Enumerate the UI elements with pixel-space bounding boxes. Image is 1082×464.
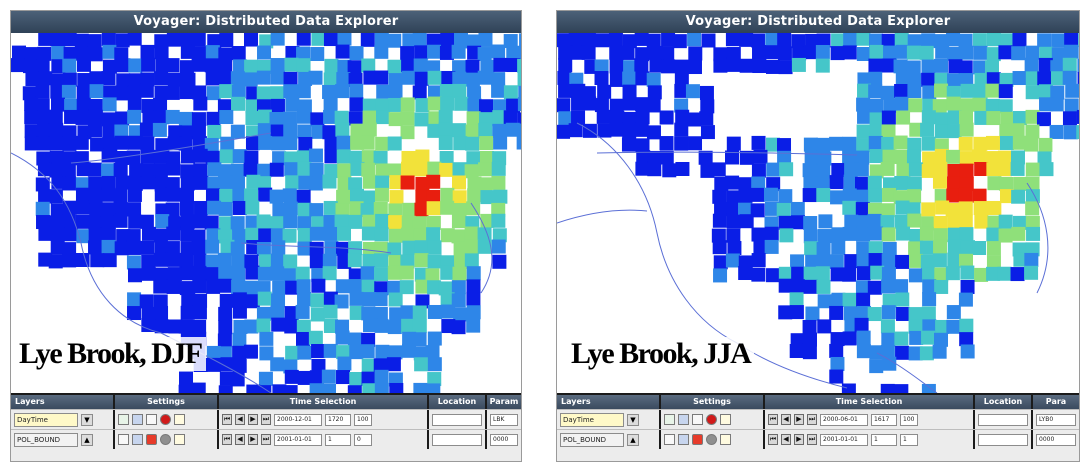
last-frame-icon[interactable]: ⏭ xyxy=(261,414,271,425)
chevron-down-icon[interactable]: ▲ xyxy=(627,433,639,446)
layer-row: DayTime ▼ ⏮ ◀ ▶ ⏭ 2000-06-01 1617 100 xyxy=(557,409,1079,429)
chevron-down-icon[interactable]: ▲ xyxy=(81,433,93,446)
parameter-field[interactable]: 0000 xyxy=(490,433,518,446)
layer-select[interactable]: DayTime xyxy=(14,412,78,427)
layers-header: Layers xyxy=(11,395,115,409)
step-field[interactable]: 0 xyxy=(354,433,372,446)
grid-icon[interactable] xyxy=(146,414,157,425)
visibility-checkbox[interactable] xyxy=(664,434,675,445)
window-title: Voyager: Distributed Data Explorer xyxy=(11,11,521,33)
color-palette-icon[interactable] xyxy=(706,434,717,445)
location-field[interactable] xyxy=(432,433,482,446)
parameter-header: Para xyxy=(1045,397,1067,406)
time-selection-header: Time Selection xyxy=(765,395,975,409)
grid-cells xyxy=(11,33,521,393)
first-frame-icon[interactable]: ⏮ xyxy=(222,434,232,445)
visibility-checkbox[interactable] xyxy=(118,434,129,445)
step-field[interactable]: 100 xyxy=(900,413,918,426)
residence-time-map[interactable] xyxy=(11,33,521,393)
parameter-field[interactable]: LYB0 xyxy=(1036,413,1076,426)
step-forward-icon[interactable]: ▶ xyxy=(794,414,804,425)
explorer-window-left: Voyager: Distributed Data Explorer Lye B… xyxy=(10,10,522,462)
date-field[interactable]: 2000-12-01 xyxy=(274,413,322,426)
layer-select[interactable]: POL_BOUND xyxy=(14,432,78,447)
control-panel: Layers Settings Time Selection Location … xyxy=(557,393,1079,461)
info-icon[interactable] xyxy=(174,434,185,445)
magnifier-icon[interactable] xyxy=(132,414,143,425)
date-field[interactable]: 2001-01-01 xyxy=(274,433,322,446)
parameter-field[interactable]: 0000 xyxy=(1036,433,1076,446)
date-field[interactable]: 2000-06-01 xyxy=(820,413,868,426)
time-field[interactable]: 1 xyxy=(325,433,351,446)
settings-header: Settings xyxy=(661,395,765,409)
control-header: Layers Settings Time Selection Location … xyxy=(557,395,1079,409)
info-icon[interactable] xyxy=(720,414,731,425)
layer-row: POL_BOUND ▲ ⏮ ◀ ▶ ⏭ 2001-01-01 1 0 xyxy=(11,429,521,449)
step-forward-icon[interactable]: ▶ xyxy=(248,434,258,445)
location-header: Location xyxy=(975,395,1033,409)
settings-header: Settings xyxy=(115,395,219,409)
map-view[interactable] xyxy=(11,33,521,393)
time-field[interactable]: 1 xyxy=(871,433,897,446)
color-palette-icon[interactable] xyxy=(706,414,717,425)
step-field[interactable]: 100 xyxy=(354,413,372,426)
magnifier-icon[interactable] xyxy=(678,434,689,445)
residence-time-map[interactable] xyxy=(557,33,1079,393)
step-field[interactable]: 1 xyxy=(900,433,918,446)
step-forward-icon[interactable]: ▶ xyxy=(248,414,258,425)
magnifier-icon[interactable] xyxy=(678,414,689,425)
window-title: Voyager: Distributed Data Explorer xyxy=(557,11,1079,33)
location-field[interactable] xyxy=(432,413,482,426)
layer-row: POL_BOUND ▲ ⏮ ◀ ▶ ⏭ 2001-01-01 1 1 xyxy=(557,429,1079,449)
step-forward-icon[interactable]: ▶ xyxy=(794,434,804,445)
time-field[interactable]: 1617 xyxy=(871,413,897,426)
parameter-field[interactable]: LBK xyxy=(490,413,518,426)
layer-select[interactable]: DayTime xyxy=(560,412,624,427)
map-view[interactable] xyxy=(557,33,1079,393)
stop-icon[interactable] xyxy=(146,434,157,445)
parameter-header: Param xyxy=(489,397,519,406)
last-frame-icon[interactable]: ⏭ xyxy=(261,434,271,445)
chevron-down-icon[interactable]: ▼ xyxy=(627,413,639,426)
control-panel: Layers Settings Time Selection Location … xyxy=(11,393,521,461)
location-header: Location xyxy=(429,395,487,409)
color-palette-icon[interactable] xyxy=(160,434,171,445)
visibility-checkbox[interactable] xyxy=(118,414,129,425)
visibility-checkbox[interactable] xyxy=(664,414,675,425)
layer-row: DayTime ▼ ⏮ ◀ ▶ ⏭ 2000-12-01 1720 100 xyxy=(11,409,521,429)
info-icon[interactable] xyxy=(720,434,731,445)
time-field[interactable]: 1720 xyxy=(325,413,351,426)
layers-header: Layers xyxy=(557,395,661,409)
stop-icon[interactable] xyxy=(692,434,703,445)
time-selection-header: Time Selection xyxy=(219,395,429,409)
location-field[interactable] xyxy=(978,413,1028,426)
first-frame-icon[interactable]: ⏮ xyxy=(222,414,232,425)
location-field[interactable] xyxy=(978,433,1028,446)
info-icon[interactable] xyxy=(174,414,185,425)
step-back-icon[interactable]: ◀ xyxy=(781,414,791,425)
magnifier-icon[interactable] xyxy=(132,434,143,445)
layer-select[interactable]: POL_BOUND xyxy=(560,432,624,447)
grid-icon[interactable] xyxy=(692,414,703,425)
map-caption: Lye Brook, JJA xyxy=(567,337,755,371)
control-header: Layers Settings Time Selection Location … xyxy=(11,395,521,409)
first-frame-icon[interactable]: ⏮ xyxy=(768,414,778,425)
map-caption: Lye Brook, DJF xyxy=(15,337,206,371)
date-field[interactable]: 2001-01-01 xyxy=(820,433,868,446)
color-palette-icon[interactable] xyxy=(160,414,171,425)
step-back-icon[interactable]: ◀ xyxy=(235,434,245,445)
grid-cells xyxy=(557,33,1079,393)
step-back-icon[interactable]: ◀ xyxy=(781,434,791,445)
last-frame-icon[interactable]: ⏭ xyxy=(807,414,817,425)
explorer-window-right: Voyager: Distributed Data Explorer Lye B… xyxy=(556,10,1080,462)
last-frame-icon[interactable]: ⏭ xyxy=(807,434,817,445)
first-frame-icon[interactable]: ⏮ xyxy=(768,434,778,445)
chevron-down-icon[interactable]: ▼ xyxy=(81,413,93,426)
step-back-icon[interactable]: ◀ xyxy=(235,414,245,425)
